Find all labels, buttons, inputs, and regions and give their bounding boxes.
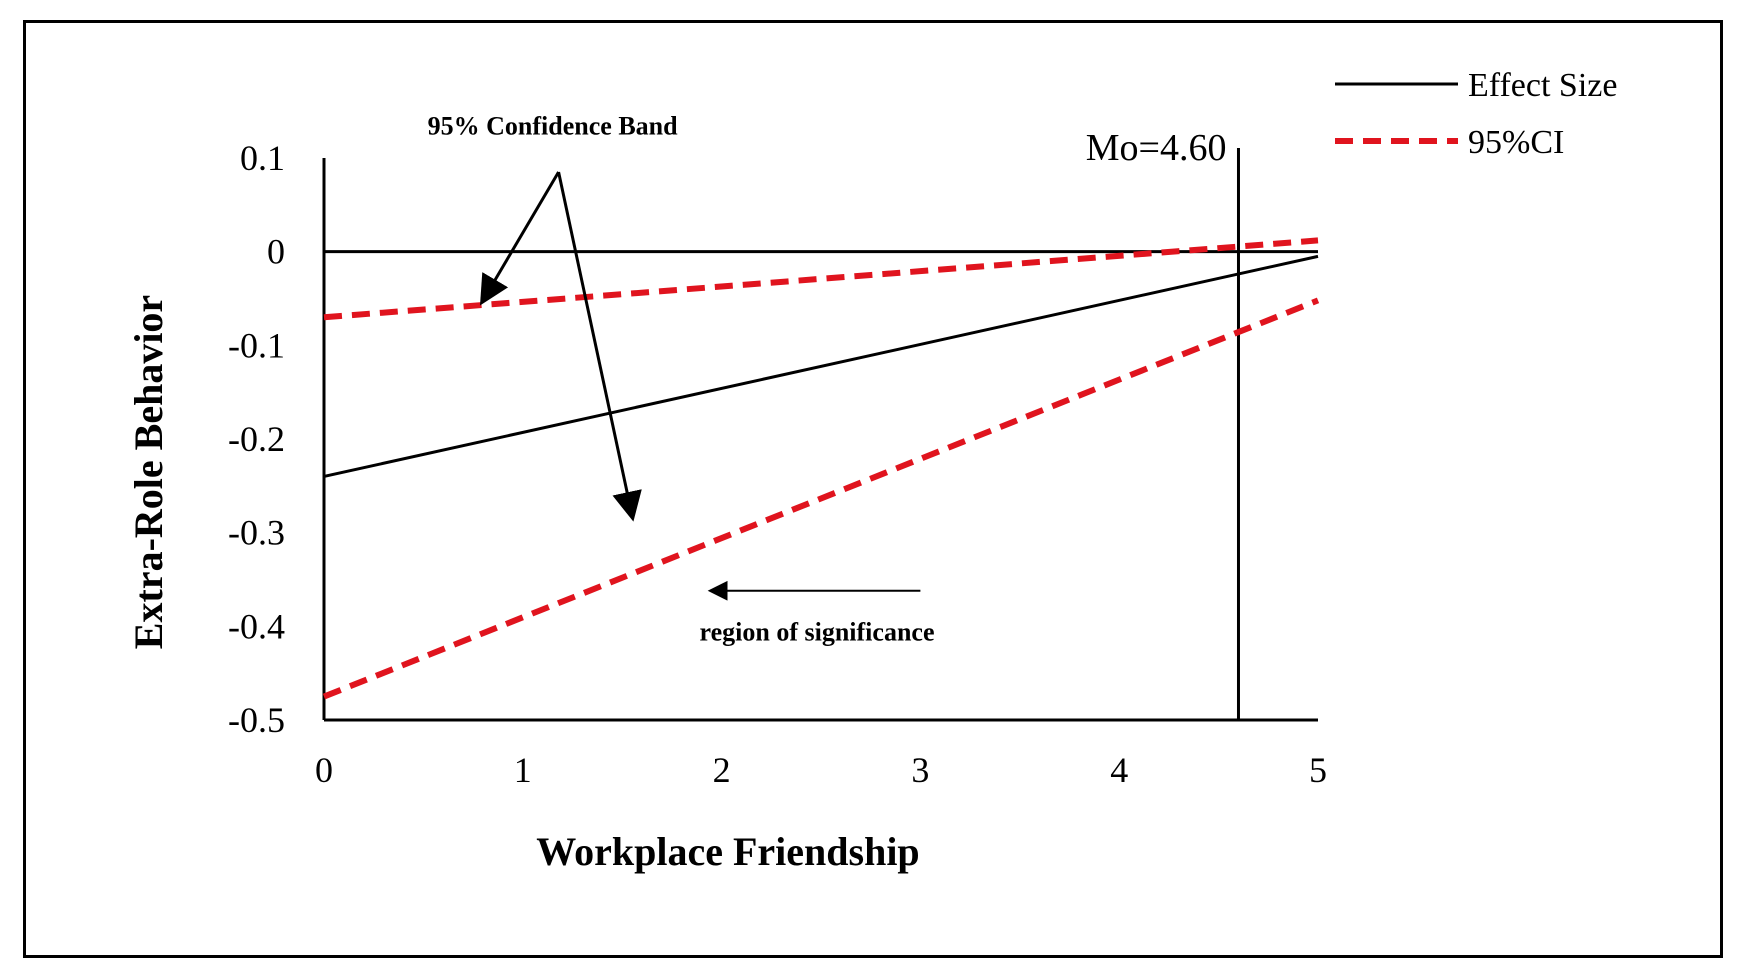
reference-line-label: Mo=4.60: [1086, 127, 1227, 169]
confidence-band-arrow: [557, 171, 642, 522]
y-tick-labels: 0.1 0 -0.1 -0.2 -0.3 -0.4 -0.5: [228, 138, 285, 740]
confidence-band-arrow: [479, 171, 560, 306]
y-tick-label: 0: [267, 232, 285, 272]
chart-frame: [23, 20, 1723, 958]
axes: Mo=4.60: [322, 127, 1318, 722]
y-tick-label: -0.5: [228, 700, 285, 740]
x-tick-label: 4: [1110, 750, 1128, 790]
confidence-band-label: 95% Confidence Band: [428, 112, 678, 141]
ci-lower-line: [322, 297, 1320, 700]
legend: Effect Size 95%CI: [1335, 67, 1617, 161]
y-tick-label: -0.1: [228, 325, 285, 365]
legend-label: Effect Size: [1468, 67, 1617, 104]
x-tick-label: 2: [713, 750, 731, 790]
x-tick-label: 3: [911, 750, 929, 790]
legend-label: 95%CI: [1468, 124, 1564, 161]
y-axis-title: Extra-Role Behavior: [126, 295, 171, 649]
x-axis-title: Workplace Friendship: [536, 829, 919, 874]
x-tick-label: 5: [1309, 750, 1327, 790]
annotations: 95% Confidence Band region of significanc…: [428, 112, 935, 647]
x-tick-label: 1: [514, 750, 532, 790]
y-tick-label: -0.3: [228, 513, 285, 553]
region-of-significance-label: region of significance: [700, 617, 935, 646]
y-tick-label: -0.4: [228, 606, 285, 646]
y-tick-label: -0.2: [228, 419, 285, 459]
series-layer: [322, 237, 1320, 700]
x-tick-labels: 0 1 2 3 4 5: [315, 750, 1327, 790]
y-tick-label: 0.1: [240, 138, 285, 178]
effect-size-line: [323, 254, 1319, 478]
x-tick-label: 0: [315, 750, 333, 790]
